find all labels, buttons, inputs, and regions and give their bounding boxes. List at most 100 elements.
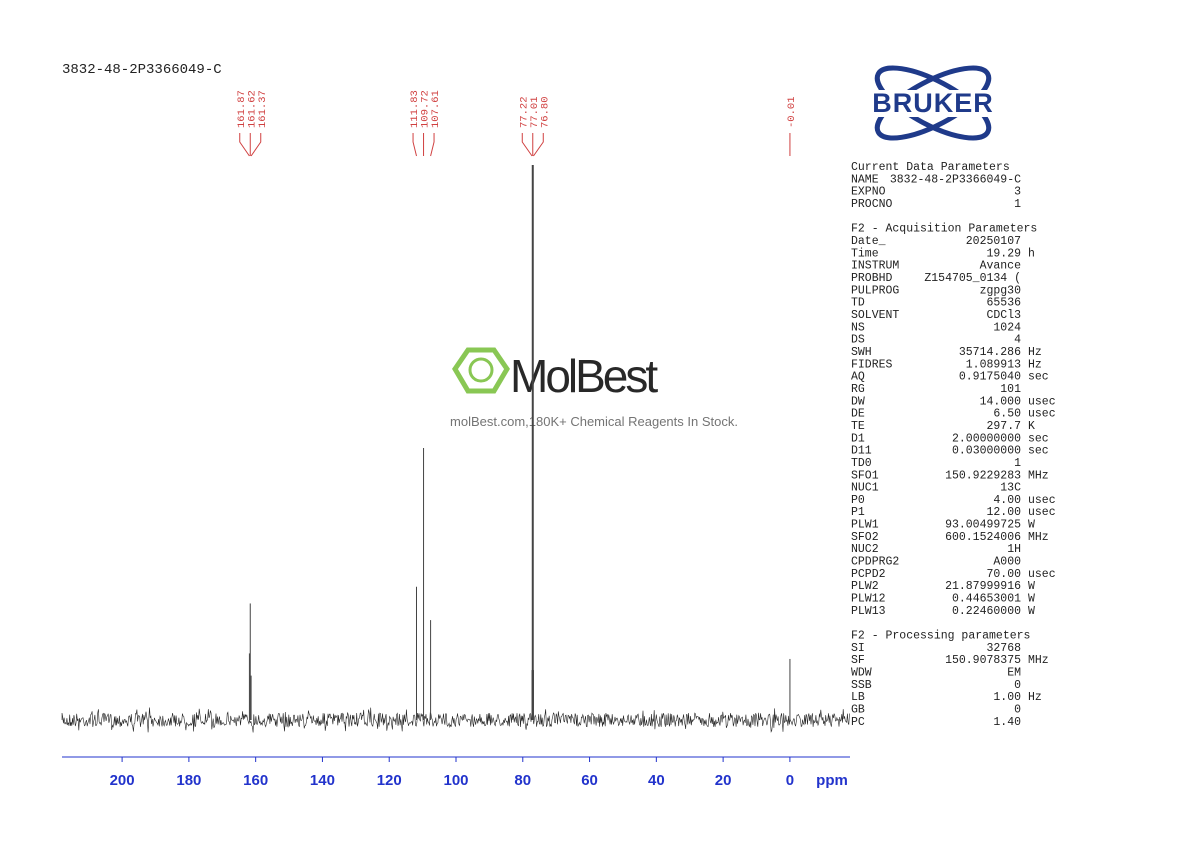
peak-label: 109.72 — [420, 90, 432, 128]
watermark: MolBest molBest.com,180K+ Chemical Reage… — [450, 347, 738, 429]
param-value: 1.00 — [993, 691, 1021, 704]
x-tick-label: 60 — [581, 772, 598, 789]
peak-label: 161.87 — [236, 90, 248, 128]
param-unit: h — [1028, 247, 1035, 260]
x-tick-label: 120 — [377, 772, 402, 789]
param-value: 4.00 — [993, 494, 1021, 507]
param-value: 297.7 — [986, 420, 1021, 433]
param-name: SFO2 — [851, 531, 879, 544]
param-value: 65536 — [986, 297, 1021, 310]
param-unit: usec — [1028, 568, 1056, 581]
param-value: A000 — [993, 556, 1021, 569]
param-name: DS — [851, 334, 865, 347]
x-tick-label: 20 — [715, 772, 732, 789]
param-name: NS — [851, 321, 865, 334]
x-tick-label: 160 — [243, 772, 268, 789]
param-name: GB — [851, 704, 865, 717]
param-unit: W — [1028, 519, 1035, 532]
param-value: 3 — [1014, 186, 1021, 199]
logo-orbit — [874, 65, 992, 141]
peak-label-leader — [412, 133, 417, 157]
param-value: 0.03000000 — [952, 445, 1021, 458]
section-title: F2 - Processing parameters — [851, 630, 1030, 643]
peak-label: 76.80 — [539, 96, 551, 128]
peak-label-leader — [521, 133, 533, 157]
section-title: Current Data Parameters — [851, 161, 1010, 174]
watermark-icon — [468, 357, 494, 383]
param-value: 1 — [1014, 457, 1021, 470]
peak-label-leader — [250, 133, 262, 157]
peak-label: 161.62 — [246, 90, 258, 128]
param-unit: usec — [1028, 506, 1056, 519]
param-name: LB — [851, 691, 865, 704]
param-unit: Hz — [1028, 346, 1042, 359]
peak-label-leader — [533, 133, 544, 157]
param-value: 101 — [1000, 383, 1021, 396]
param-unit: MHz — [1028, 654, 1049, 667]
param-name: PROCNO — [851, 198, 893, 211]
param-name: TE — [851, 420, 865, 433]
param-name: RG — [851, 383, 865, 396]
param-value: 19.29 — [986, 247, 1021, 260]
param-value: 0.44653001 — [952, 593, 1021, 606]
param-unit: K — [1028, 420, 1035, 433]
param-value: 32768 — [986, 642, 1021, 655]
param-name: CPDPRG2 — [851, 556, 899, 569]
x-tick-label: 40 — [648, 772, 665, 789]
param-unit: Hz — [1028, 358, 1042, 371]
peak-label: 77.01 — [529, 96, 541, 128]
param-value: 35714.286 — [959, 346, 1021, 359]
param-value: 20250107 — [966, 235, 1021, 248]
x-tick-label: 140 — [310, 772, 335, 789]
param-value: 600.1524006 — [945, 531, 1021, 544]
x-axis-label: ppm — [816, 772, 848, 789]
peak-label: 161.37 — [257, 90, 269, 128]
logo-band — [852, 90, 1014, 117]
param-unit: W — [1028, 605, 1035, 618]
param-name: PLW13 — [851, 605, 886, 618]
peak-label: -0.01 — [786, 96, 798, 128]
param-name: AQ — [851, 371, 865, 384]
param-value: 70.00 — [986, 568, 1021, 581]
param-unit: W — [1028, 580, 1035, 593]
param-unit: MHz — [1028, 531, 1049, 544]
param-name: DE — [851, 408, 865, 421]
x-tick-label: 0 — [786, 772, 794, 789]
x-tick-label: 200 — [110, 772, 135, 789]
peak-label-leader — [239, 133, 250, 157]
param-unit: usec — [1028, 395, 1056, 408]
param-name: EXPNO — [851, 186, 886, 199]
param-value: 3832-48-2P3366049-C — [890, 173, 1021, 186]
param-name: PLW12 — [851, 593, 886, 606]
param-name: SF — [851, 654, 865, 667]
param-name: Time — [851, 247, 879, 260]
param-name: PULPROG — [851, 284, 899, 297]
param-name: FIDRES — [851, 358, 893, 371]
plot: 200 180 160 140 120 100 80 60 40 20 0 ppm161.87161.… — [61, 90, 850, 789]
param-unit: Hz — [1028, 691, 1042, 704]
param-value: 12.00 — [986, 506, 1021, 519]
param-value: 6.50 — [993, 408, 1021, 421]
baseline-noise — [61, 707, 850, 733]
logo-text: BRUKER — [872, 88, 994, 118]
param-value: 1H — [1007, 543, 1021, 556]
x-tick-label: 80 — [514, 772, 531, 789]
param-unit: MHz — [1028, 469, 1049, 482]
param-name: TD0 — [851, 457, 872, 470]
param-value: 1 — [1014, 198, 1021, 211]
param-value: EM — [1007, 667, 1021, 680]
param-name: INSTRUM — [851, 260, 899, 273]
param-name: PROBHD — [851, 272, 893, 285]
param-name: TD — [851, 297, 865, 310]
param-value: zgpg30 — [980, 284, 1022, 297]
param-name: PCPD2 — [851, 568, 886, 581]
param-name: SWH — [851, 346, 872, 359]
param-value: CDCl3 — [986, 309, 1021, 322]
peak-label-leader — [430, 133, 435, 157]
param-name: WDW — [851, 667, 872, 680]
param-value: 1024 — [993, 321, 1021, 334]
param-unit: usec — [1028, 494, 1056, 507]
param-value: 93.00499725 — [945, 519, 1021, 532]
param-value: 150.9078375 — [945, 654, 1021, 667]
